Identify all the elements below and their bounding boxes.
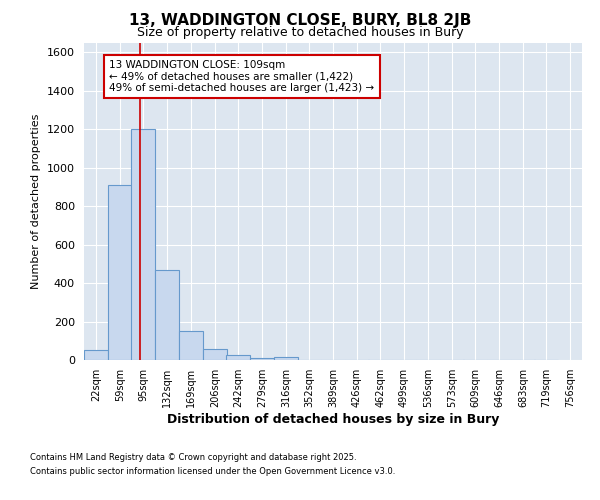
Bar xyxy=(131,129,155,360)
Text: Contains public sector information licensed under the Open Government Licence v3: Contains public sector information licen… xyxy=(30,467,395,476)
Bar xyxy=(226,355,250,360)
Bar xyxy=(108,185,132,360)
X-axis label: Distribution of detached houses by size in Bury: Distribution of detached houses by size … xyxy=(167,412,499,426)
Bar xyxy=(250,358,274,360)
Text: Contains HM Land Registry data © Crown copyright and database right 2025.: Contains HM Land Registry data © Crown c… xyxy=(30,454,356,462)
Text: 13, WADDINGTON CLOSE, BURY, BL8 2JB: 13, WADDINGTON CLOSE, BURY, BL8 2JB xyxy=(129,12,471,28)
Y-axis label: Number of detached properties: Number of detached properties xyxy=(31,114,41,289)
Text: Size of property relative to detached houses in Bury: Size of property relative to detached ho… xyxy=(137,26,463,39)
Bar xyxy=(203,350,227,360)
Bar xyxy=(84,350,108,360)
Bar xyxy=(179,331,203,360)
Bar xyxy=(155,270,179,360)
Text: 13 WADDINGTON CLOSE: 109sqm
← 49% of detached houses are smaller (1,422)
49% of : 13 WADDINGTON CLOSE: 109sqm ← 49% of det… xyxy=(109,60,374,93)
Bar xyxy=(274,357,298,360)
